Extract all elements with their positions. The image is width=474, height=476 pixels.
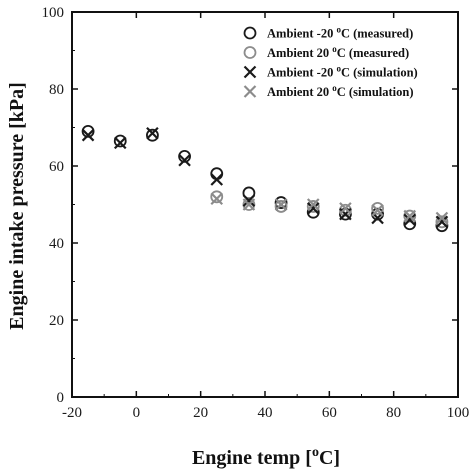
data-point [339,202,352,215]
data-point [210,173,224,186]
data-point [81,124,95,138]
legend-entry-label: Ambient 20 oC (measured) [267,44,409,60]
data-point [178,149,191,163]
data-point [371,207,384,221]
series-1 [81,124,449,233]
data-point [403,213,417,227]
y-axis: 0 20 40 60 80 100 [42,5,458,406]
data-point [242,198,256,211]
x-tick-label: 100 [447,405,470,421]
data-point [403,209,417,223]
legend-marker [243,65,257,79]
data-point [435,215,449,229]
data-point [274,196,288,209]
data-point [113,134,127,148]
legend-marker [243,46,257,59]
series-layer [81,124,449,233]
data-point [210,192,224,206]
series-4 [210,192,449,225]
data-point [210,190,224,204]
legend: Ambient -20 oC (measured) Ambient 20 oC (… [243,25,418,99]
legend-entry-label: Ambient -20 oC (simulation) [267,64,418,80]
y-tick-label: 80 [49,82,64,98]
legend-entry-label: Ambient -20 oC (measured) [267,25,413,41]
data-point [306,205,320,219]
y-tick-label: 40 [49,236,64,252]
data-point [306,200,320,213]
y-tick-label: 60 [49,159,64,175]
y-tick-label: 0 [57,390,65,406]
legend-marker [243,26,257,40]
legend-marker [243,85,257,98]
data-point [371,203,384,217]
x-axis: -20 0 20 40 60 80 100 [62,12,469,421]
y-tick-label: 100 [42,5,65,21]
series-2 [210,190,449,229]
data-point [242,194,256,207]
data-point [274,198,288,211]
data-point [178,153,191,167]
data-point [274,200,288,213]
x-tick-label: 0 [133,405,141,421]
data-point [339,207,352,221]
data-point [306,198,320,211]
data-point [306,202,320,215]
data-point [242,198,256,211]
x-axis-title: Engine temp [oC] [192,445,340,469]
data-point [403,217,417,231]
data-point [146,128,159,142]
data-point [339,203,352,217]
y-axis-title: Engine intake pressure [kPa] [6,82,28,330]
x-tick-label: 20 [193,405,208,421]
series-3 [81,126,449,229]
data-point [435,211,449,225]
data-point [435,215,449,229]
x-tick-label: 40 [258,405,273,421]
x-tick-label: -20 [62,405,82,421]
legend-entry-label: Ambient 20 oC (simulation) [267,83,414,99]
y-tick-label: 20 [49,313,64,329]
data-point [403,209,417,223]
x-tick-label: 60 [322,405,337,421]
data-point [81,128,95,142]
data-point [146,126,159,140]
data-point [210,167,224,181]
data-point [435,219,449,233]
data-point [113,136,127,150]
data-point [371,201,384,215]
x-tick-label: 80 [386,405,401,421]
